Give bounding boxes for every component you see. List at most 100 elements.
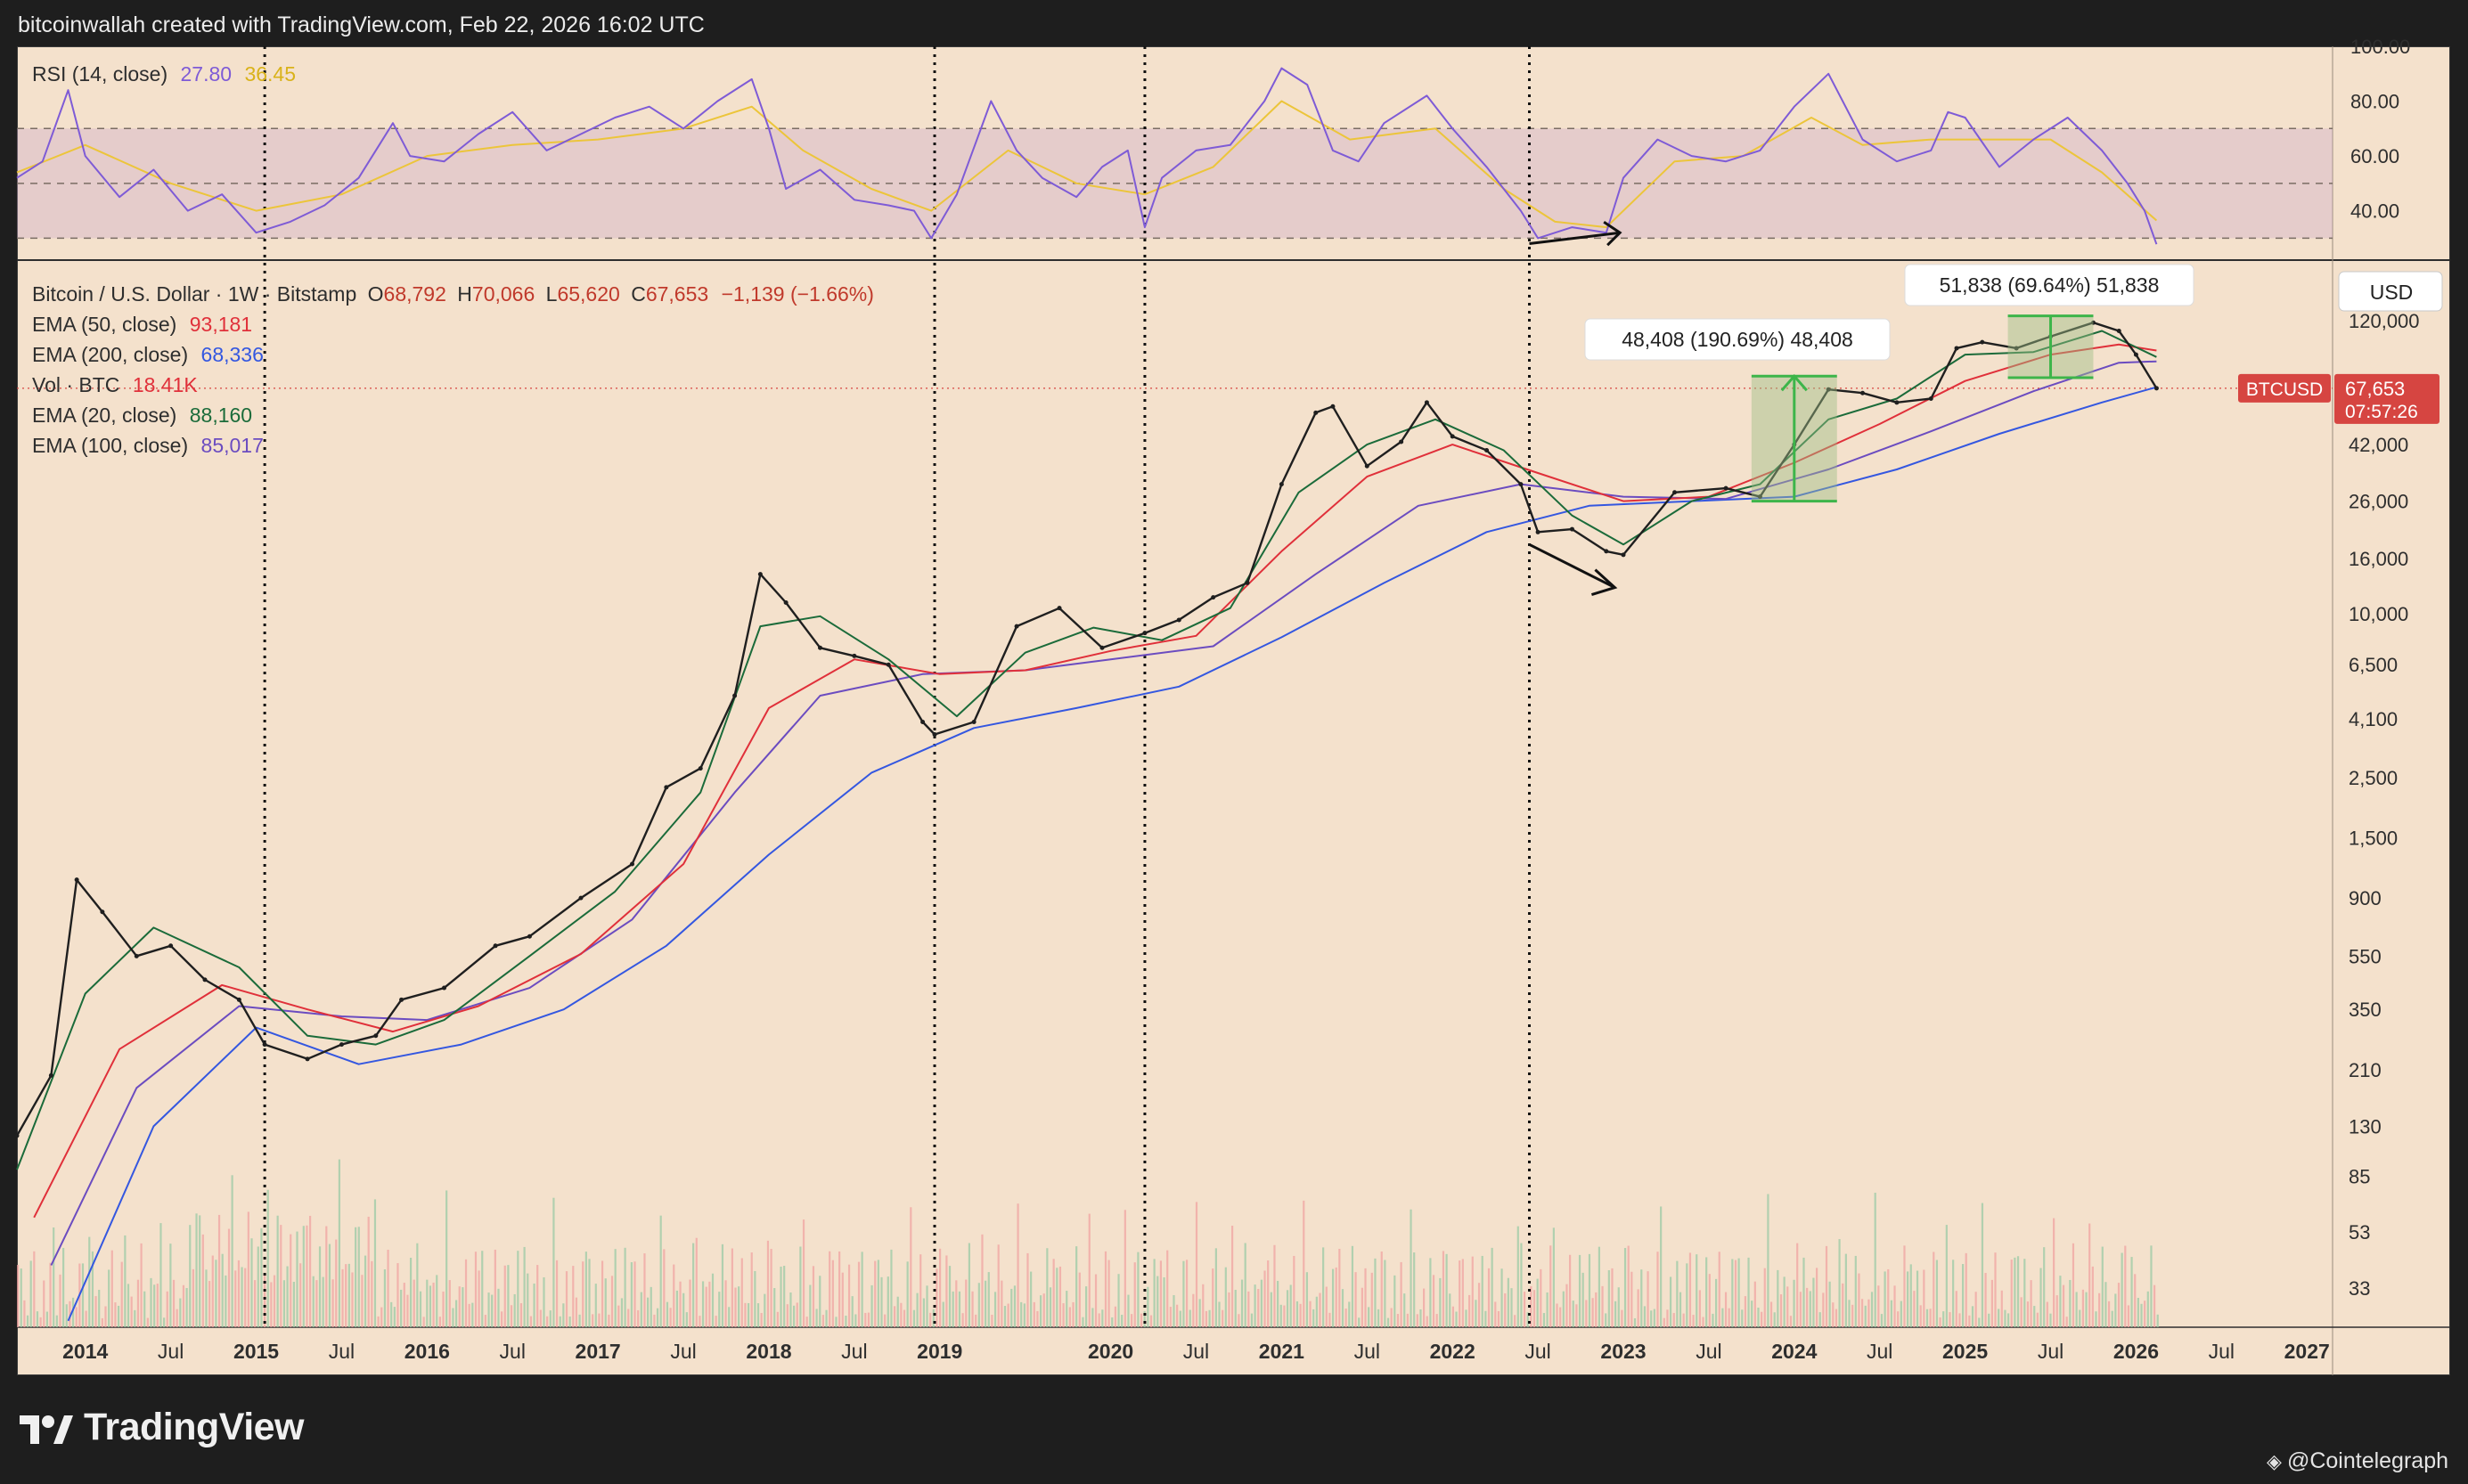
ema100-line[interactable] — [50, 360, 2157, 1266]
low-label: L — [545, 282, 558, 306]
volume-bar — [1744, 1296, 1746, 1327]
volume-bar — [172, 1279, 176, 1327]
price-tick-label: 85 — [2349, 1166, 2370, 1188]
volume-bar — [104, 1306, 107, 1327]
price-tick-label: 33 — [2349, 1277, 2370, 1300]
volume-bar — [1643, 1306, 1647, 1327]
volume-bar — [764, 1293, 766, 1327]
volume-bar — [1121, 1315, 1124, 1327]
volume-bar — [1669, 1276, 1672, 1327]
volume-bar — [653, 1314, 656, 1327]
rsi-line[interactable] — [16, 67, 2158, 245]
volume-bar — [1860, 1299, 1864, 1327]
volume-bar — [1874, 1192, 1876, 1327]
time-tick-label: Jul — [1867, 1340, 1892, 1363]
volume-bar — [1607, 1270, 1610, 1327]
currency-button[interactable] — [2338, 271, 2443, 312]
volume-bar — [1556, 1303, 1558, 1327]
ema20-legend-row[interactable]: EMA (20, close) 88,160 — [32, 400, 874, 430]
volume-bar — [1149, 1315, 1153, 1327]
volume-bar — [695, 1237, 698, 1327]
volume-bar — [1686, 1263, 1688, 1327]
ema200-line[interactable] — [67, 386, 2157, 1322]
volume-bar — [1731, 1259, 1734, 1327]
volume-bar — [380, 1307, 383, 1327]
volume-bar — [1588, 1253, 1591, 1327]
volume-bar — [734, 1287, 737, 1327]
volume-bar — [565, 1271, 568, 1327]
volume-bar — [1526, 1312, 1529, 1327]
volume-bar — [201, 1234, 204, 1327]
volume-bar — [1127, 1294, 1130, 1327]
volume-bar — [630, 1262, 633, 1327]
symbol-price-tag[interactable] — [2238, 373, 2331, 403]
volume-bar — [182, 1284, 185, 1327]
price-point — [100, 909, 105, 915]
volume-bar — [1091, 1308, 1094, 1327]
volume-bar — [675, 1290, 679, 1327]
volume-bar — [237, 1260, 241, 1327]
volume-bar — [1890, 1300, 1892, 1327]
range-label-box[interactable] — [1904, 264, 2194, 306]
volume-bar — [1893, 1285, 1896, 1327]
volume-bar — [679, 1281, 682, 1327]
volume-bar — [1017, 1203, 1019, 1327]
rsi-ma-line[interactable] — [16, 100, 2158, 229]
volume-bar — [17, 1265, 20, 1327]
ema200-legend-row[interactable]: EMA (200, close) 68,336 — [32, 339, 874, 370]
volume-bar — [136, 1279, 140, 1327]
volume-bar — [328, 1243, 331, 1327]
volume-bar — [130, 1296, 133, 1327]
tradingview-logo[interactable]: TradingView — [20, 1406, 305, 1449]
volume-bar — [2121, 1252, 2123, 1327]
ema50-legend-row[interactable]: EMA (50, close) 93,181 — [32, 309, 874, 339]
volume-bar — [1540, 1268, 1542, 1327]
volume-bar — [1419, 1309, 1422, 1327]
volume-bar — [738, 1286, 740, 1327]
price-point — [14, 1133, 20, 1138]
volume-bar — [1968, 1315, 1971, 1327]
volume-bar — [1487, 1268, 1491, 1327]
volume-bar — [624, 1247, 626, 1327]
volume-bar — [1682, 1313, 1685, 1327]
time-tick-label: Jul — [1183, 1340, 1209, 1363]
volume-bar — [718, 1292, 721, 1327]
ema20-line[interactable] — [16, 330, 2157, 1170]
price-point — [852, 653, 857, 658]
volume-bar — [1179, 1310, 1181, 1327]
cointelegraph-credit: ◈ @Cointelegraph — [2267, 1448, 2448, 1474]
price-tick-label: 1,500 — [2349, 827, 2398, 849]
volume-bar — [2020, 1297, 2023, 1327]
price-point — [262, 1042, 267, 1048]
volume-bar — [1169, 1307, 1172, 1327]
price-point — [1424, 400, 1429, 405]
ema100-legend-row[interactable]: EMA (100, close) 85,017 — [32, 430, 874, 461]
volume-legend-row[interactable]: Vol · BTC 18.41K — [32, 370, 874, 400]
volume-bar — [81, 1263, 85, 1327]
rally-label-box[interactable] — [1584, 318, 1891, 361]
price-point — [920, 720, 926, 725]
volume-bar — [26, 1315, 29, 1327]
rsi-tick-label: 80.00 — [2350, 91, 2399, 113]
volume-bar — [1299, 1303, 1302, 1327]
price-point — [757, 572, 763, 577]
volume-bar — [1497, 1310, 1500, 1327]
rsi-ma-legend-value: 36.45 — [244, 62, 297, 86]
volume-bar — [1844, 1253, 1847, 1327]
ema50-line[interactable] — [33, 343, 2157, 1219]
last-price-tag[interactable] — [2334, 373, 2439, 424]
volume-bar — [1133, 1262, 1136, 1327]
volume-bar — [1195, 1202, 1198, 1327]
volume-bar — [2101, 1246, 2104, 1327]
volume-bar — [993, 1292, 997, 1327]
symbol-name[interactable]: Bitcoin / U.S. Dollar · 1W · Bitstamp — [32, 282, 357, 306]
volume-bar — [1238, 1314, 1240, 1327]
volume-bar — [29, 1260, 32, 1327]
volume-bar — [1523, 1292, 1526, 1327]
volume-bar — [1611, 1268, 1614, 1327]
volume-bar — [1572, 1301, 1574, 1327]
volume-bar — [254, 1280, 257, 1327]
volume-bar — [932, 1309, 935, 1327]
volume-bar — [1660, 1206, 1663, 1327]
